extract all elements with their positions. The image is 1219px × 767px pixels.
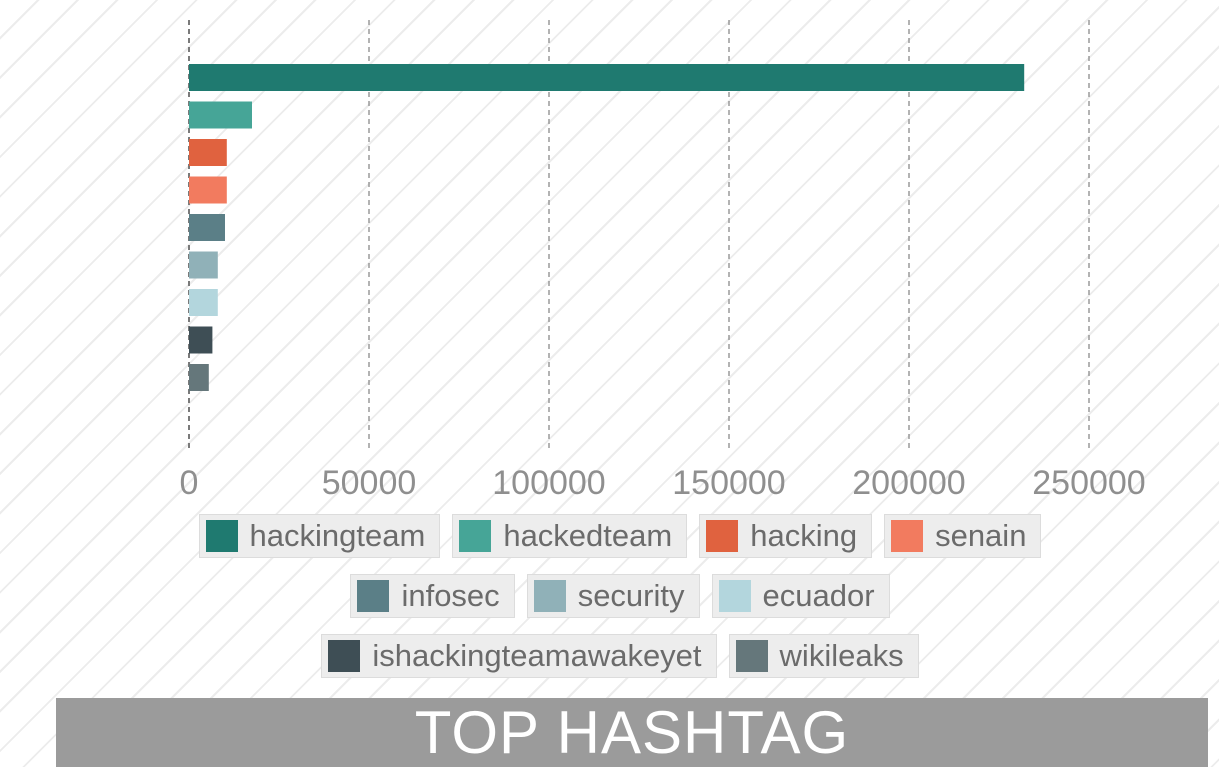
legend-item-hacking[interactable]: hacking <box>699 514 873 558</box>
legend-row: ishackingteamawakeyet wikileaks <box>60 634 1180 680</box>
legend-swatch <box>328 640 361 672</box>
bar-security <box>189 251 218 279</box>
bar-wikileaks <box>189 364 209 391</box>
bar-chart: 0 50000 100000 150000 200000 250000 <box>180 20 1146 500</box>
legend-label: ishackingteamawakeyet <box>372 638 702 673</box>
x-tick-label: 0 <box>180 464 199 500</box>
legend-item-hackingteam[interactable]: hackingteam <box>198 514 441 558</box>
legend-label: hackingteam <box>249 518 426 553</box>
legend-swatch <box>357 580 390 612</box>
x-tick-label: 200000 <box>852 464 965 500</box>
legend-label: hackedteam <box>503 518 673 553</box>
legend-item-hackedteam[interactable]: hackedteam <box>452 514 688 558</box>
x-tick-label: 100000 <box>492 464 605 500</box>
legend-swatch <box>891 520 924 552</box>
bar-hackedteam <box>189 101 252 129</box>
bar-hacking <box>189 139 227 166</box>
bar-ecuador <box>189 289 218 316</box>
legend-row: hackingteam hackedteam hacking senain <box>60 514 1180 560</box>
legend-label: wikileaks <box>779 638 904 673</box>
bar-ishackingteamawakeyet <box>189 326 213 354</box>
legend-item-ecuador[interactable]: ecuador <box>711 574 890 618</box>
legend-label: ecuador <box>762 578 875 613</box>
legend-item-ishackingteamawakeyet[interactable]: ishackingteamawakeyet <box>321 634 717 678</box>
bar-infosec <box>189 214 225 241</box>
bar-hackingteam <box>189 64 1025 91</box>
legend: hackingteam hackedteam hacking senain infose… <box>60 514 1180 694</box>
legend-item-senain[interactable]: senain <box>884 514 1042 558</box>
legend-swatch <box>459 520 492 552</box>
x-tick-label: 150000 <box>672 464 785 500</box>
legend-item-security[interactable]: security <box>526 574 700 618</box>
title-bar: TOP HASHTAG <box>56 698 1208 767</box>
legend-swatch <box>205 520 238 552</box>
x-tick-label: 50000 <box>322 464 417 500</box>
legend-row: infosec security ecuador <box>60 574 1180 620</box>
legend-label: hacking <box>750 518 858 553</box>
legend-swatch <box>735 640 768 672</box>
bar-senain <box>189 176 227 204</box>
legend-item-infosec[interactable]: infosec <box>350 574 515 618</box>
legend-swatch <box>706 520 739 552</box>
legend-swatch <box>718 580 751 612</box>
x-tick-label: 250000 <box>1032 464 1145 500</box>
legend-label: security <box>577 578 685 613</box>
legend-swatch <box>533 580 566 612</box>
legend-label: infosec <box>401 578 500 613</box>
legend-label: senain <box>935 518 1027 553</box>
chart-title: TOP HASHTAG <box>414 699 850 766</box>
legend-item-wikileaks[interactable]: wikileaks <box>728 634 919 678</box>
